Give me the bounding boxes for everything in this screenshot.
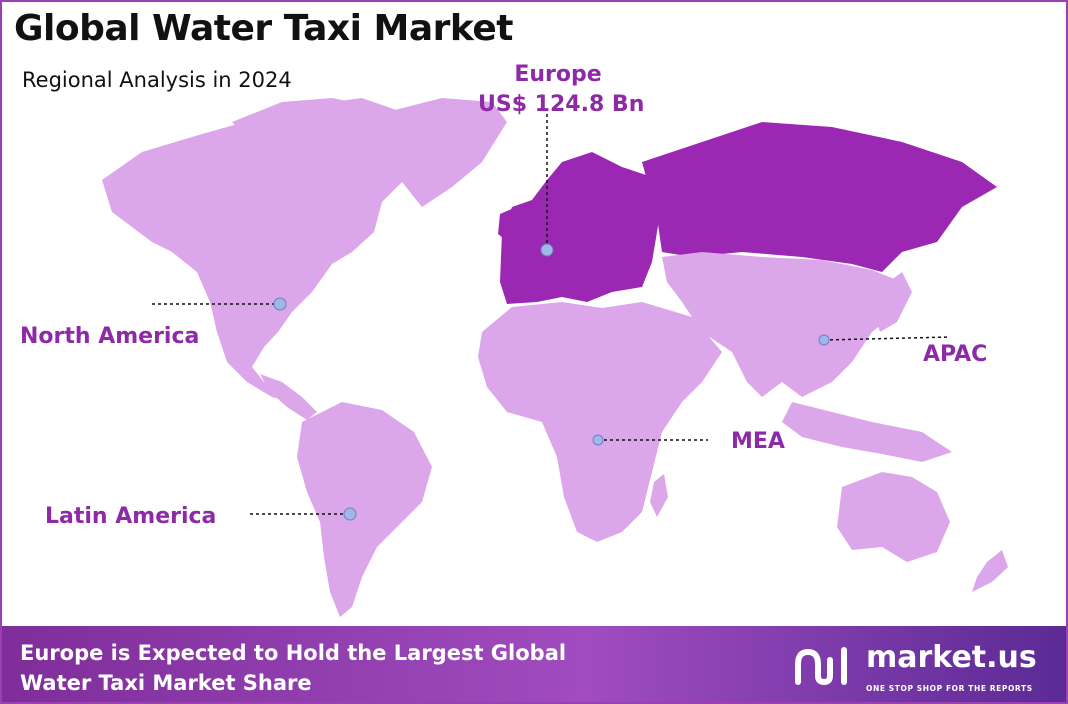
madagascar-landmass <box>650 474 668 517</box>
brand-name: market.us <box>866 640 1037 675</box>
apac-marker <box>818 334 830 346</box>
footer-banner: Europe is Expected to Hold the Largest G… <box>2 626 1066 702</box>
central-america-landmass <box>260 374 317 420</box>
europe-landmass <box>500 152 662 304</box>
latin-america-label: Latin America <box>45 504 217 529</box>
uk-landmass <box>498 208 520 242</box>
world-map <box>102 98 1008 617</box>
mea-label: MEA <box>731 429 785 454</box>
asia-landmass <box>662 252 902 397</box>
north-america-label: North America <box>20 324 200 349</box>
russia-landmass <box>642 122 997 272</box>
south-america-landmass <box>297 402 432 617</box>
market-us-logo-icon <box>795 647 847 686</box>
europe-value: US$ 124.8 Bn <box>478 92 645 117</box>
north-america-landmass <box>102 98 422 402</box>
australia-landmass <box>837 472 950 562</box>
page-title: Global Water Taxi Market <box>14 8 513 49</box>
mea-marker <box>592 434 604 446</box>
greenland-landmass <box>387 98 507 207</box>
footer-line-1: Europe is Expected to Hold the Largest G… <box>20 641 567 665</box>
europe-marker <box>540 243 554 257</box>
north-america-marker <box>273 297 287 311</box>
footer-headline: Europe is Expected to Hold the Largest G… <box>20 638 640 698</box>
page-subtitle: Regional Analysis in 2024 <box>22 68 292 92</box>
latin-america-marker <box>343 507 357 521</box>
new-zealand-landmass <box>972 550 1008 592</box>
apac-label: APAC <box>923 342 988 367</box>
japan-landmass <box>874 272 912 332</box>
africa-landmass <box>478 302 722 542</box>
footer-line-2: Water Taxi Market Share <box>20 671 312 695</box>
southeast-asia-landmass <box>782 402 952 462</box>
europe-label: Europe <box>514 62 602 87</box>
brand-logo[interactable]: market.us ONE STOP SHOP FOR THE REPORTS <box>794 640 1054 696</box>
brand-tagline: ONE STOP SHOP FOR THE REPORTS <box>866 684 1033 693</box>
arctic-islands-landmass <box>232 98 372 152</box>
